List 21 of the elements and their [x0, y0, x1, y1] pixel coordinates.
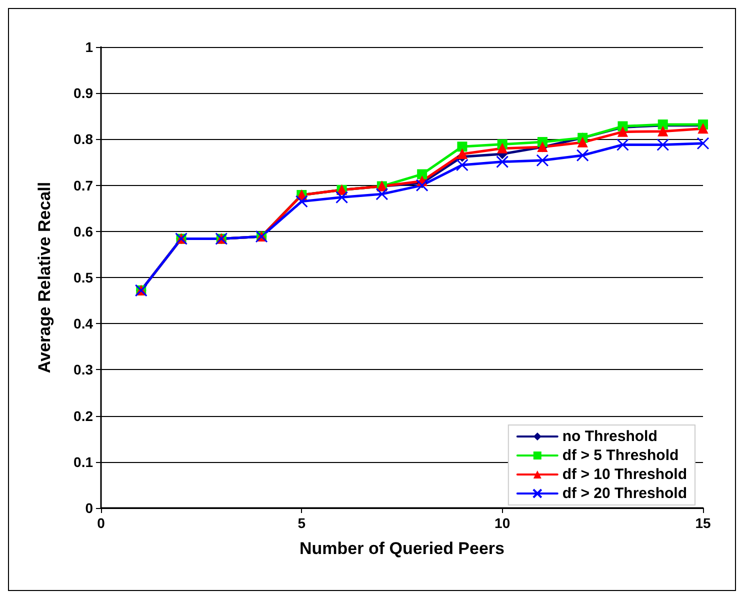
legend-label: df > 10 Threshold: [562, 466, 687, 483]
legend-label: df > 5 Threshold: [562, 447, 679, 464]
y-tick-label: 0.9: [74, 85, 94, 102]
y-tick-label: 0.4: [74, 316, 94, 332]
y-tick-label: 0.1: [74, 454, 94, 470]
legend-label: no Threshold: [562, 428, 658, 445]
y-tick-label: 1: [85, 39, 94, 55]
x-axis-title: Number of Queried Peers: [299, 539, 505, 558]
x-tick-label: 15: [695, 515, 711, 531]
legend-label: df > 20 Threshold: [562, 485, 687, 502]
x-tick-label: 0: [97, 515, 106, 531]
y-tick-label: 0.6: [74, 223, 94, 240]
y-tick-label: 0.3: [74, 362, 94, 378]
y-tick-label: 0: [85, 500, 94, 516]
x-tick-label: 10: [494, 515, 510, 531]
y-tick-label: 0.5: [74, 270, 94, 286]
y-tick-label: 0.8: [74, 131, 94, 148]
y-axis-title: Average Relative Recall: [35, 182, 54, 374]
y-tick-label: 0.2: [74, 408, 94, 424]
y-tick-label: 0.7: [74, 177, 94, 194]
x-tick-label: 5: [298, 515, 306, 531]
